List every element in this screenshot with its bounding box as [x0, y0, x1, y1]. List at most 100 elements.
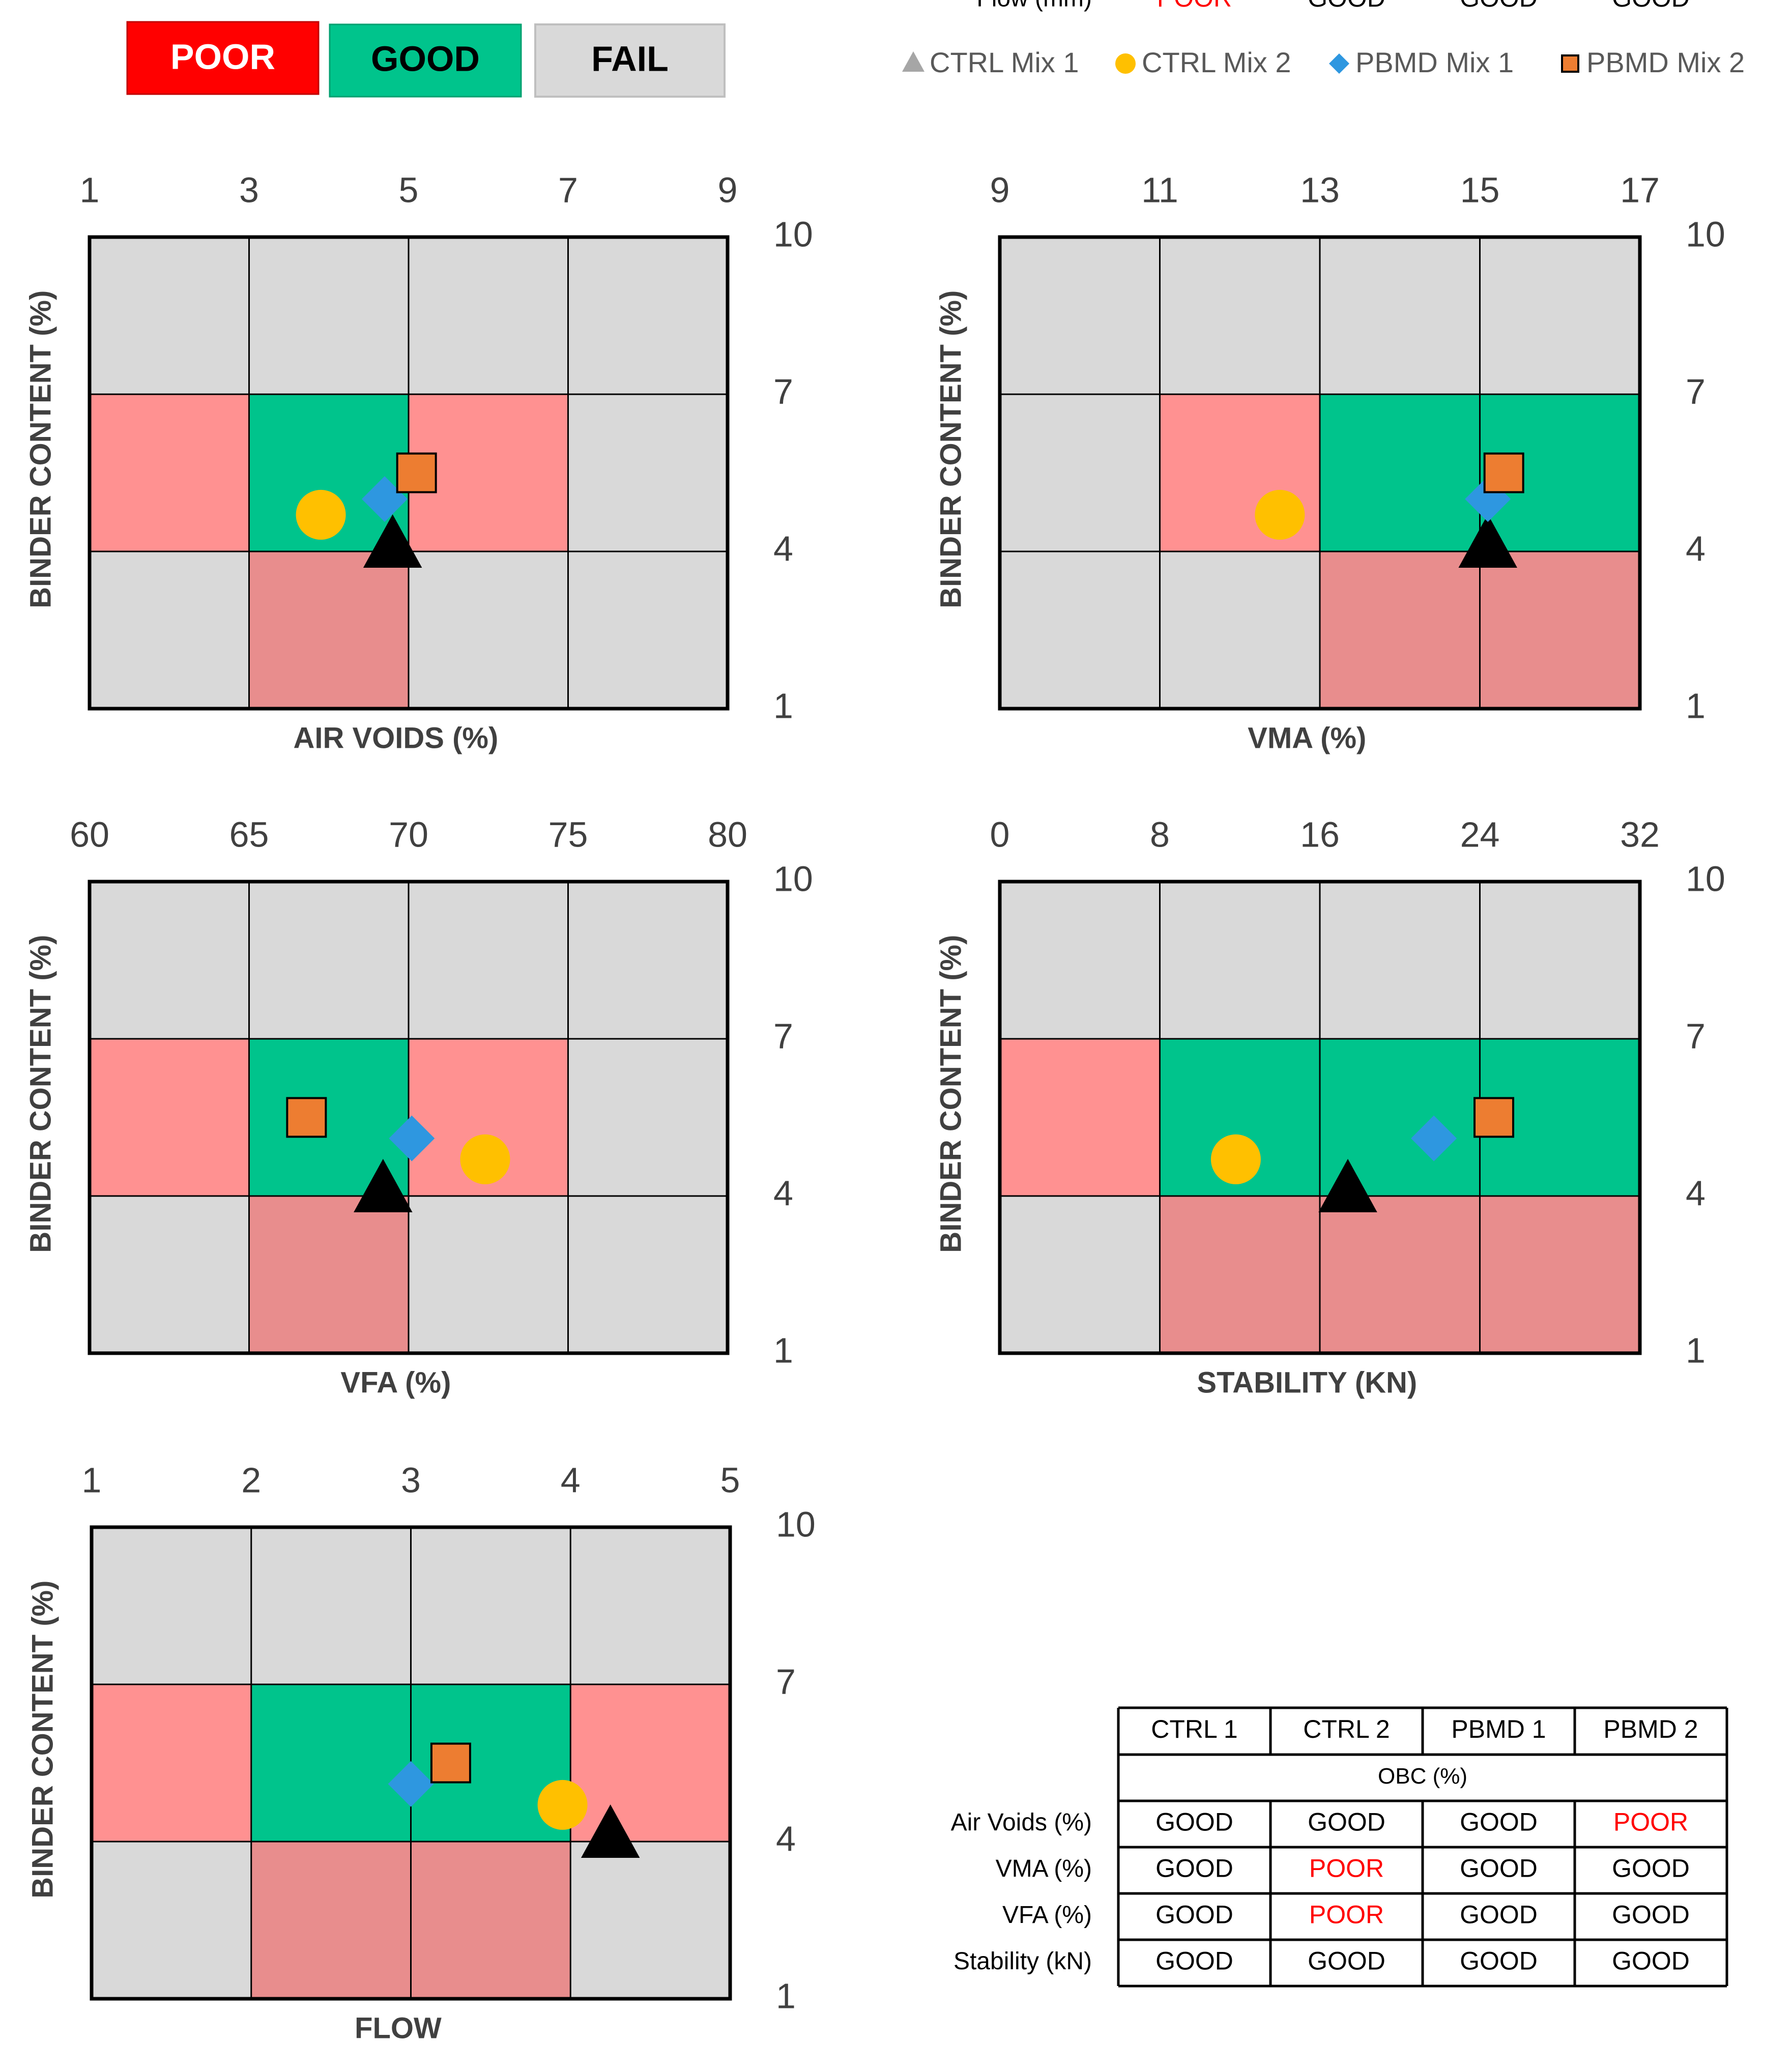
badge-good	[329, 23, 522, 98]
zone-fail	[568, 551, 728, 709]
legend-marker-ctrl-mix-2	[1115, 53, 1136, 74]
chart-flow: 1 2 3 4 5 10 7 4 1 FLOW BINDER CONTENT (%)	[26, 1460, 816, 2045]
point-ctrl-mix-1	[581, 1804, 640, 1858]
y-axis-title: BINDER CONTENT (%)	[24, 290, 57, 608]
y-tick-label: 7	[773, 1016, 793, 1056]
x-tick-label: 7	[558, 170, 578, 210]
zone-fail	[1160, 551, 1320, 709]
y-tick-label: 10	[776, 1504, 816, 1544]
zone-fail	[568, 882, 728, 1039]
table-header-cell: PBMD 2	[1603, 1715, 1698, 1743]
table-cell-poor: POOR	[1613, 1808, 1688, 1836]
point-pbmd-mix-2	[286, 1097, 327, 1138]
badge-poor-label: POOR	[170, 37, 275, 76]
y-tick-label: 4	[1686, 529, 1706, 568]
x-tick-label: 8	[1150, 814, 1170, 854]
plot-frame	[998, 880, 1642, 1355]
plot-frame	[90, 1525, 732, 2001]
table-cell-good: GOOD	[1612, 1947, 1690, 1975]
status-badges: POOR GOOD FAIL	[126, 21, 726, 98]
legend-marker-pbmd-mix-2	[1561, 54, 1579, 73]
table-row-label: Stability (kN)	[953, 1948, 1092, 1975]
zone-fail	[568, 1196, 728, 1353]
point-pbmd-mix-1	[389, 1115, 435, 1161]
legend-marker-pbmd-mix-1	[1329, 53, 1349, 74]
zone-good	[251, 1684, 411, 1842]
point-ctrl-mix-1	[363, 514, 422, 568]
x-tick-label: 4	[561, 1460, 581, 1500]
chart-air-voids: 1 3 5 7 9 10 7 4 1 AIR VOIDS (%) BINDER CONTENT (%…	[24, 170, 813, 754]
zone-poor-low	[411, 1842, 571, 1999]
table-header-cell: CTRL 1	[1151, 1715, 1237, 1743]
summary-table: CTRL 1 CTRL 2 PBMD 1 PBMD 2 OBC (%) Air Voids…	[951, 0, 1728, 1988]
y-tick-label: 10	[773, 214, 813, 254]
zone-poor-low	[1480, 551, 1640, 709]
x-tick-label: 5	[399, 170, 419, 210]
x-tick-label: 75	[548, 814, 588, 854]
legend-marker-ctrl-mix-1	[902, 51, 924, 72]
chart-stability: 0 8 16 24 32 10 7 4 1 STABILITY (KN) BINDER CONTEN…	[934, 814, 1725, 1399]
table-cell-good: GOOD	[1612, 1854, 1690, 1883]
x-tick-label: 3	[401, 1460, 421, 1500]
point-pbmd-mix-1	[1411, 1115, 1457, 1161]
table-cell-poor: POOR	[1309, 1901, 1384, 1929]
y-axis-title: BINDER CONTENT (%)	[934, 290, 967, 608]
table-cell-good: GOOD	[1460, 1854, 1538, 1883]
zone-fail	[92, 1842, 251, 1999]
x-tick-label: 15	[1460, 170, 1500, 210]
badge-poor	[126, 21, 320, 95]
x-tick-label: 5	[720, 1460, 740, 1500]
x-tick-label: 3	[239, 170, 259, 210]
point-pbmd-mix-1	[388, 1761, 434, 1807]
point-pbmd-mix-1	[361, 476, 408, 522]
point-ctrl-mix-1	[1458, 514, 1517, 568]
y-axis-title: BINDER CONTENT (%)	[26, 1581, 59, 1899]
x-axis-title: AIR VOIDS (%)	[294, 721, 499, 754]
point-ctrl-mix-2	[1255, 489, 1305, 540]
x-tick-label: 17	[1620, 170, 1660, 210]
zone-fail	[90, 882, 249, 1039]
y-tick-label: 7	[1686, 371, 1706, 411]
table-cell-poor: POOR	[1157, 0, 1232, 12]
zone-fail	[1320, 237, 1480, 394]
table-cell-good: GOOD	[1460, 0, 1538, 12]
zone-fail	[409, 1196, 568, 1353]
zone-fail	[568, 1039, 728, 1196]
point-ctrl-mix-1	[354, 1159, 413, 1212]
legend-label-ctrl-mix-1: CTRL Mix 1	[930, 46, 1079, 78]
y-tick-label: 1	[1686, 686, 1706, 725]
x-tick-label: 1	[82, 1460, 102, 1500]
zone-fail	[409, 551, 568, 709]
table-cell-poor: POOR	[1309, 1854, 1384, 1883]
zone-fail	[409, 882, 568, 1039]
badge-fail-label: FAIL	[591, 39, 669, 78]
zone-fail	[411, 1527, 571, 1684]
table-row-label: Flow (mm)	[976, 0, 1092, 12]
zone-poor-low	[249, 1196, 409, 1353]
point-ctrl-mix-2	[1210, 1134, 1261, 1184]
y-tick-label: 10	[1686, 859, 1725, 898]
point-pbmd-mix-2	[1473, 1097, 1515, 1138]
table-subheader: OBC (%)	[1378, 1764, 1467, 1789]
x-tick-label: 9	[718, 170, 738, 210]
chart-vma: 9 11 13 15 17 10 7 4 1 VMA (%) BINDER CONTENT (%)	[934, 170, 1725, 754]
y-tick-label: 4	[776, 1819, 796, 1858]
zone-poor	[1000, 1039, 1160, 1196]
zone-fail	[1000, 882, 1160, 1039]
y-tick-label: 1	[1686, 1330, 1706, 1370]
zone-fail	[1000, 237, 1160, 394]
zone-fail	[568, 394, 728, 551]
table-cell-good: GOOD	[1155, 1947, 1233, 1975]
plot-frame	[88, 880, 730, 1355]
plot-frame	[88, 235, 730, 711]
point-pbmd-mix-2	[1483, 452, 1524, 493]
x-tick-label: 13	[1300, 170, 1340, 210]
y-axis-title: BINDER CONTENT (%)	[934, 935, 967, 1253]
y-tick-label: 4	[773, 529, 793, 568]
zone-poor-low	[1320, 551, 1480, 709]
table-header-cell: CTRL 2	[1303, 1715, 1390, 1743]
y-axis-title: BINDER CONTENT (%)	[24, 935, 57, 1253]
zone-poor-low	[1320, 1196, 1480, 1353]
